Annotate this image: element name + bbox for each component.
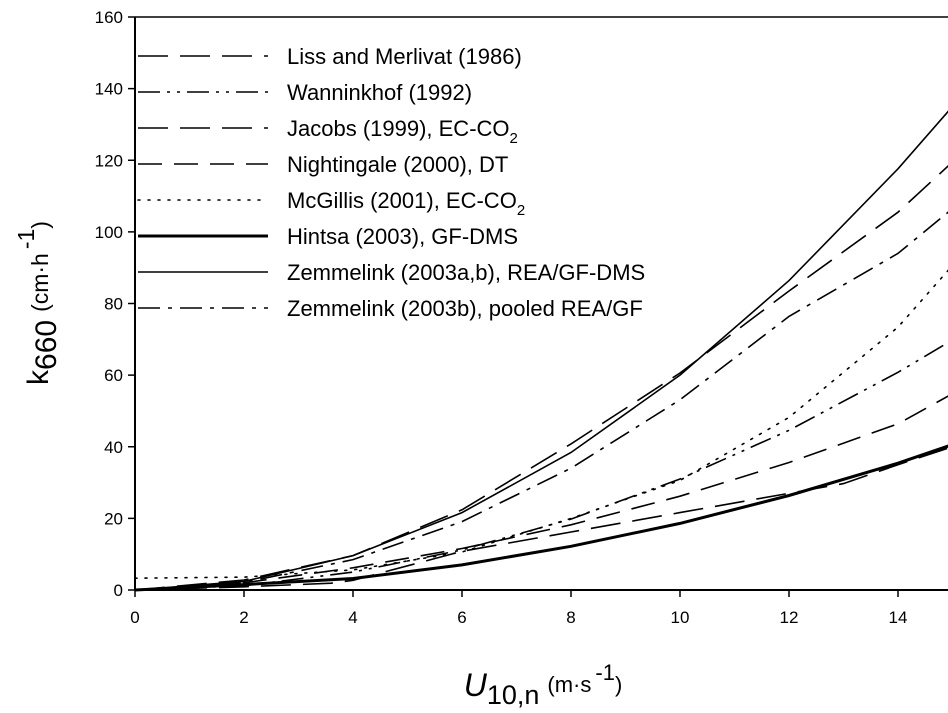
legend-label-text: McGillis (2001), EC-CO [287,188,517,213]
legend-label-text: Nightingale (2000), DT [287,152,508,177]
y-axis-title-sup: -1 [13,229,39,249]
y-tick-label: 0 [114,581,123,600]
y-axis-title-main: k [22,369,55,385]
y-tick-label: 20 [104,509,123,528]
legend: Liss and Merlivat (1986) Wanninkhof (1992… [137,44,645,321]
x-axis-title-sub: 10,n [487,680,540,710]
legend-label-5: McGillis (2001), EC-CO2 [287,188,525,219]
series-line-8 [134,211,948,591]
y-tick-label: 160 [95,8,123,27]
legend-label-text: Wanninkhof (1992) [287,80,472,105]
x-tick-label: 10 [671,608,690,627]
legend-label-2: Wanninkhof (1992) [287,80,472,105]
y-tick-label: 40 [104,438,123,457]
x-tick-label: 14 [889,608,908,627]
y-axis-title: k660 (cm·h -1) [13,221,63,385]
x-tick-label: 6 [457,608,466,627]
y-ticks: 0 20 40 60 80 100 120 140 160 [95,8,135,600]
y-tick-label: 100 [95,223,123,242]
legend-label-3: Jacobs (1999), EC-CO2 [287,116,518,147]
y-axis-title-unit: (cm·h [27,253,53,312]
x-tick-label: 4 [348,608,357,627]
x-axis-title-close: ) [615,672,622,697]
x-tick-label: 0 [130,608,139,627]
y-tick-label: 80 [104,295,123,314]
series-line-1 [134,447,948,591]
legend-label-8: Zemmelink (2003b), pooled REA/GF [287,296,643,321]
series-line-4 [134,395,948,591]
legend-label-4: Nightingale (2000), DT [287,152,508,177]
y-axis-title-close: ) [27,221,53,229]
legend-label-text: Liss and Merlivat (1986) [287,44,522,69]
legend-label-6: Hintsa (2003), GF-DMS [287,224,518,249]
x-axis-title-unit: (m·s [547,672,591,697]
y-axis-title-sub: 660 [30,320,63,370]
y-tick-label: 120 [95,151,123,170]
y-tick-label: 140 [95,80,123,99]
legend-label-text: Jacobs (1999), EC-CO [287,116,510,141]
legend-label-subscript: 2 [517,202,525,219]
legend-label-7: Zemmelink (2003a,b), REA/GF-DMS [287,260,645,285]
x-tick-label: 12 [780,608,799,627]
x-axis-title: U10,n (m·s -1) [464,660,623,710]
series-line-5 [134,269,948,579]
series-line-6 [134,444,948,592]
x-tick-label: 8 [566,608,575,627]
series-line-3 [134,165,948,591]
legend-label-text: Hintsa (2003), GF-DMS [287,224,518,249]
legend-label-text: Zemmelink (2003a,b), REA/GF-DMS [287,260,645,285]
series-line-7 [134,110,948,591]
x-axis-title-sup: -1 [595,660,615,685]
x-axis-title-main: U [464,667,488,703]
x-ticks: 0 2 4 6 8 10 12 14 [130,590,907,627]
legend-label-subscript: 2 [510,130,518,147]
y-tick-label: 60 [104,366,123,385]
series-line-2 [134,341,948,591]
legend-label-text: Zemmelink (2003b), pooled REA/GF [287,296,643,321]
series-lines [134,110,948,592]
x-tick-label: 2 [239,608,248,627]
legend-label-1: Liss and Merlivat (1986) [287,44,522,69]
